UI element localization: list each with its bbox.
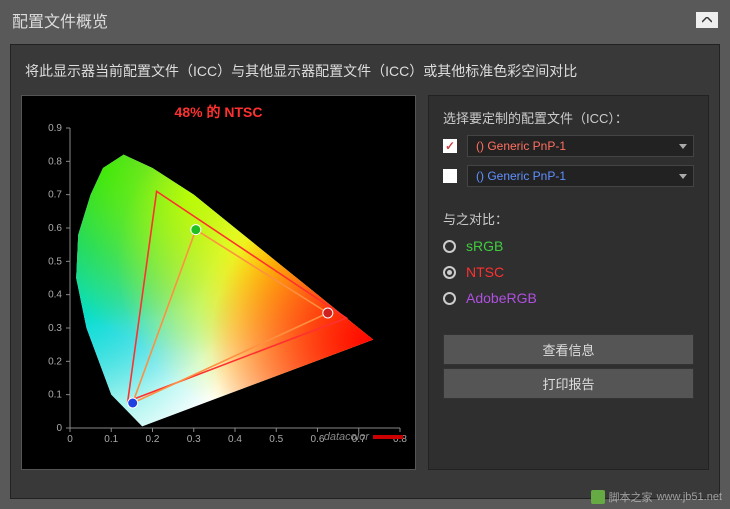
svg-text:0.8: 0.8 xyxy=(48,156,62,167)
profile-row: () Generic PnP-1 xyxy=(443,135,694,157)
page-title: 配置文件概览 xyxy=(12,8,108,32)
radio-icon xyxy=(443,292,456,305)
chevron-up-icon xyxy=(702,17,712,23)
page-watermark: 脚本之家 www.jb51.net xyxy=(591,489,722,505)
compare-option[interactable]: sRGB xyxy=(443,238,694,254)
watermark-logo-icon xyxy=(591,490,605,504)
svg-text:0.4: 0.4 xyxy=(48,290,62,301)
svg-text:0.4: 0.4 xyxy=(228,434,242,445)
chart-brand: datacolor xyxy=(324,431,403,443)
compare-option[interactable]: NTSC xyxy=(443,264,694,280)
profile-select-label: 选择要定制的配置文件（ICC）： xyxy=(443,108,694,127)
options-panel: 选择要定制的配置文件（ICC）： () Generic PnP-1 () Gene… xyxy=(428,95,709,470)
compare-label: 与之对比： xyxy=(443,209,694,228)
svg-text:0.9: 0.9 xyxy=(48,124,62,134)
profile-select[interactable]: () Generic PnP-1 xyxy=(467,165,694,187)
svg-text:0: 0 xyxy=(56,423,62,434)
radio-icon xyxy=(443,266,456,279)
gamut-chart: 48% 的 NTSC 0 0.1 0.2 0.3 0.4 0.5 0.6 0.7 0.8 0 0.1… xyxy=(21,95,416,470)
svg-text:0.5: 0.5 xyxy=(269,434,283,445)
print-report-button[interactable]: 打印报告 xyxy=(443,368,694,399)
collapse-button[interactable] xyxy=(696,12,718,28)
description-text: 将此显示器当前配置文件（ICC）与其他显示器配置文件（ICC）或其他标准色彩空间… xyxy=(21,55,709,95)
compare-option-label: sRGB xyxy=(466,238,503,254)
svg-text:0.3: 0.3 xyxy=(187,434,201,445)
svg-text:0: 0 xyxy=(67,434,73,445)
svg-text:0.2: 0.2 xyxy=(146,434,160,445)
svg-text:0.6: 0.6 xyxy=(311,434,325,445)
profile-row: () Generic PnP-1 xyxy=(443,165,694,187)
compare-option-label: AdobeRGB xyxy=(466,290,537,306)
svg-text:0.3: 0.3 xyxy=(48,323,62,334)
chromaticity-diagram: 0 0.1 0.2 0.3 0.4 0.5 0.6 0.7 0.8 0 0.1 0.2 0.3 0.4 0.… xyxy=(30,124,408,464)
chart-title: 48% 的 NTSC xyxy=(22,102,415,122)
svg-text:0.7: 0.7 xyxy=(48,190,62,201)
svg-text:0.2: 0.2 xyxy=(48,356,62,367)
compare-option-label: NTSC xyxy=(466,264,504,280)
profile-checkbox[interactable] xyxy=(443,169,457,183)
radio-icon xyxy=(443,240,456,253)
svg-text:0.5: 0.5 xyxy=(48,256,62,267)
svg-text:0.1: 0.1 xyxy=(48,390,62,401)
compare-option[interactable]: AdobeRGB xyxy=(443,290,694,306)
profile-checkbox[interactable] xyxy=(443,139,457,153)
svg-text:0.6: 0.6 xyxy=(48,223,62,234)
svg-text:0.1: 0.1 xyxy=(104,434,118,445)
profile-select[interactable]: () Generic PnP-1 xyxy=(467,135,694,157)
view-info-button[interactable]: 查看信息 xyxy=(443,334,694,365)
